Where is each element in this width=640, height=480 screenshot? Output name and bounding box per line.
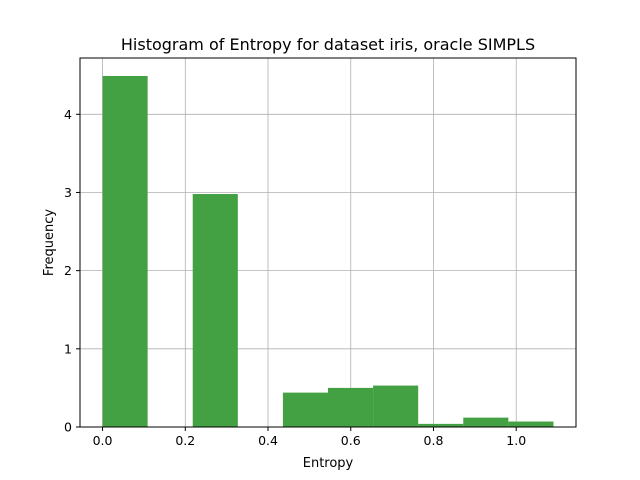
y-tick-label: 3	[64, 185, 72, 200]
x-tick-label: 0.8	[424, 433, 444, 448]
histogram-bar	[418, 423, 464, 427]
x-axis-label: Entropy	[303, 456, 354, 471]
grid-layer	[80, 58, 576, 428]
histogram-bar	[463, 417, 509, 427]
chart-title: Histogram of Entropy for dataset iris, o…	[121, 35, 535, 54]
x-tick-label: 0.6	[341, 433, 361, 448]
x-tick-label: 0.4	[258, 433, 278, 448]
ticks-layer: 0.0 0.2 0.4 0.6 0.8 1.0 0 1 2 3 4	[64, 107, 526, 448]
histogram-bar	[102, 75, 148, 428]
y-tick-label: 1	[64, 341, 72, 356]
y-tick-label: 4	[64, 107, 72, 122]
histogram-bar	[282, 392, 328, 427]
plot-area-frame	[79, 57, 577, 428]
histogram-bar	[508, 421, 554, 427]
y-axis-label: Frequency	[42, 209, 57, 276]
histogram-bar	[373, 385, 419, 427]
y-tick-label: 2	[64, 263, 72, 278]
x-tick-label: 0.2	[175, 433, 195, 448]
histogram-bar	[328, 387, 374, 427]
x-tick-label: 1.0	[506, 433, 526, 448]
x-tick-label: 0.0	[93, 433, 113, 448]
histogram-bar	[192, 194, 238, 427]
y-tick-label: 0	[64, 420, 72, 435]
bars-layer	[102, 75, 554, 428]
